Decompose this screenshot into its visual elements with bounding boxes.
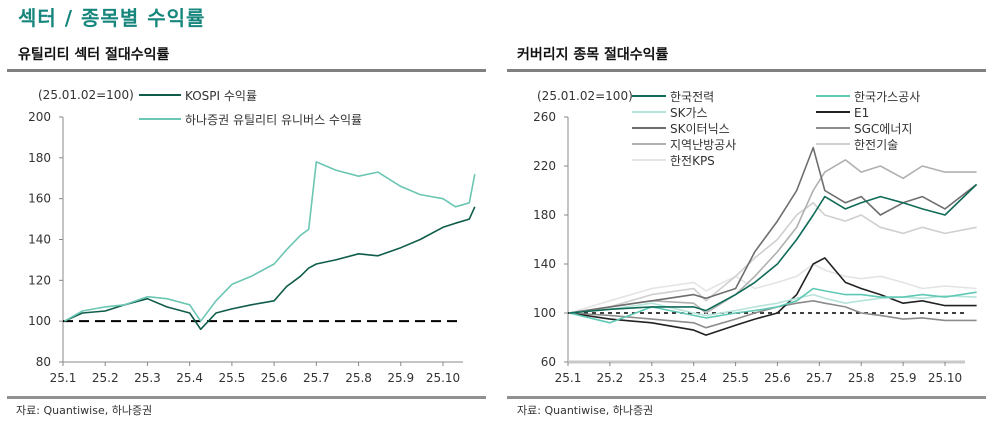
x-tick-label: 25.5 (722, 371, 749, 385)
legend-label: KOSPI 수익률 (185, 89, 257, 103)
x-tick-label: 25.2 (92, 371, 119, 385)
x-tick-label: 25.8 (848, 371, 875, 385)
legend-label: SK이터닉스 (670, 122, 730, 136)
y-tick-label: 140 (28, 233, 51, 247)
y-tick-label: 140 (533, 257, 556, 271)
series-line-하나증권 유틸리티 유니버스 수익률 (64, 161, 476, 323)
y-tick-label: 260 (533, 110, 556, 124)
series-line-한전기술 (569, 202, 977, 314)
x-tick-label: 25.4 (680, 371, 707, 385)
legend-label: 지역난방공사 (670, 138, 736, 152)
legend-label: SGC에너지 (854, 122, 912, 136)
y-tick-label: 180 (533, 208, 556, 222)
series-line-한국가스공사 (569, 287, 977, 324)
legend-label: 하나증권 유틸리티 유니버스 수익률 (185, 113, 362, 127)
legend-label: E1 (854, 106, 869, 120)
series-line-E1 (569, 257, 977, 336)
base-date-note: (25.01.02=100) (38, 88, 134, 102)
right-title-rule (507, 69, 986, 72)
right-bottom-rule (507, 396, 986, 399)
series-line-SK이터닉스 (569, 146, 978, 314)
left-chart: 80 100 120 140 160 180 200 25.1 25.2 25.3 25.4 25.5… (28, 88, 476, 385)
x-tick-label: 25.7 (303, 371, 330, 385)
y-tick-label: 100 (28, 314, 51, 328)
right-source: 자료: Quantiwise, 하나증권 (517, 404, 654, 417)
x-tick-label: 25.6 (764, 371, 791, 385)
y-tick-label: 100 (533, 306, 556, 320)
x-tick-label: 25.3 (134, 371, 161, 385)
x-tick-label: 25.9 (387, 371, 414, 385)
legend-label: 한국가스공사 (854, 90, 920, 104)
series-line-한국전력 (569, 183, 978, 314)
series-line-한전KPS (569, 263, 977, 314)
x-tick-label: 25.8 (345, 371, 372, 385)
left-bottom-rule (7, 396, 486, 399)
left-source: 자료: Quantiwise, 하나증권 (16, 404, 153, 417)
series-line-SGC에너지 (569, 299, 977, 329)
series-line-KOSPI 수익률 (64, 206, 476, 331)
x-tick-label: 25.7 (806, 371, 833, 385)
x-tick-label: 25.3 (638, 371, 665, 385)
legend-label: SK가스 (670, 106, 708, 120)
legend-label: 한전KPS (670, 154, 715, 168)
x-tick-label: 25.6 (261, 371, 288, 385)
x-tick-label: 25.5 (219, 371, 246, 385)
y-tick-label: 60 (541, 355, 556, 369)
x-tick-label: 25.10 (928, 371, 962, 385)
x-tick-label: 25.1 (555, 371, 582, 385)
series-line-지역난방공사 (569, 159, 977, 314)
y-tick-label: 180 (28, 151, 51, 165)
right-chart: 60 100 140 180 220 260 25.1 25.2 25.3 25.4 25.5 25.… (533, 89, 978, 385)
y-tick-label: 160 (28, 192, 51, 206)
base-date-note: (25.01.02=100) (537, 89, 633, 103)
legend-label: 한국전력 (670, 90, 714, 104)
y-tick-label: 120 (28, 273, 51, 287)
y-tick-label: 220 (533, 159, 556, 173)
x-tick-label: 25.1 (50, 371, 77, 385)
y-tick-label: 200 (28, 110, 51, 124)
right-chart-title: 커버리지 종목 절대수익률 (517, 47, 669, 63)
y-tick-label: 80 (36, 355, 51, 369)
x-tick-label: 25.10 (426, 371, 460, 385)
x-tick-label: 25.4 (176, 371, 203, 385)
x-tick-label: 25.9 (890, 371, 917, 385)
x-tick-label: 25.2 (597, 371, 624, 385)
legend-label: 한전기술 (854, 138, 898, 152)
left-title-rule (7, 69, 486, 72)
page-title: 섹터 / 종목별 수익률 (18, 6, 206, 30)
left-chart-title: 유틸리티 섹터 절대수익률 (18, 47, 170, 63)
